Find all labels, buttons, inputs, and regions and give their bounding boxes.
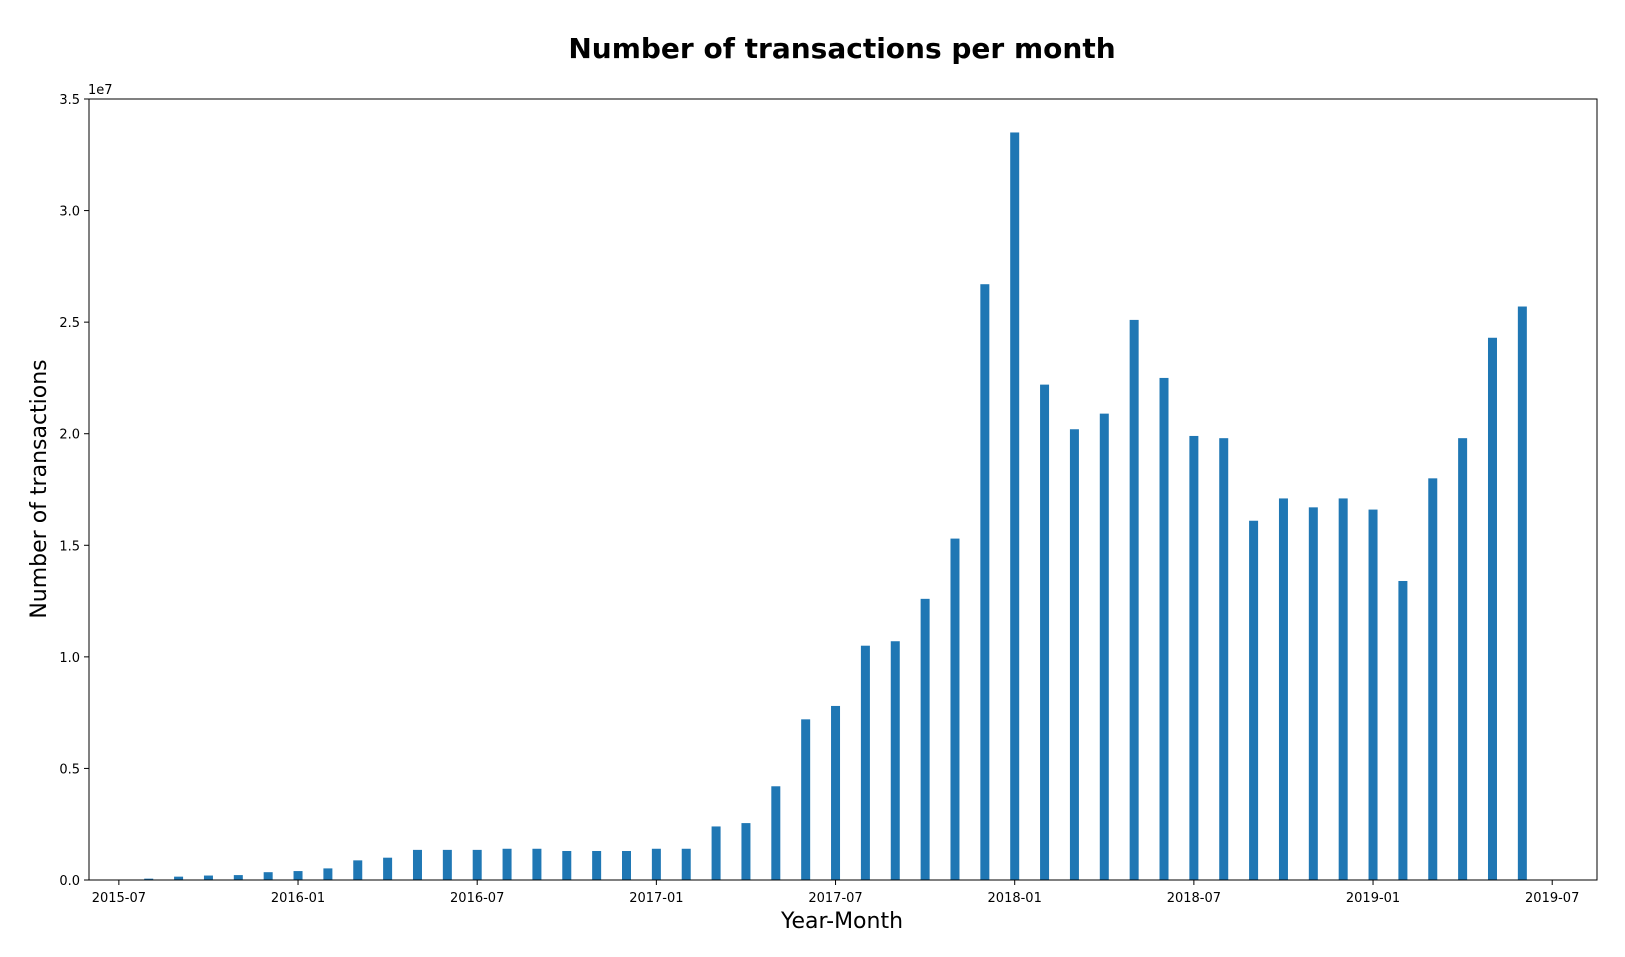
- bar-2016-01: [293, 871, 303, 880]
- x-tick-label: 2019-01: [1346, 891, 1400, 906]
- bar-2018-10: [1278, 498, 1288, 880]
- bar-2017-10: [920, 598, 930, 880]
- y-tick-label: 2.5: [59, 316, 80, 331]
- x-tick-label: 2015-07: [92, 891, 146, 906]
- bar-2015-12: [263, 872, 273, 880]
- x-axis-label: Year-Month: [780, 909, 903, 934]
- bar-2016-12: [622, 850, 631, 880]
- y-tick-label: 0.0: [59, 874, 80, 889]
- y-tick-label: 1.0: [59, 651, 80, 666]
- plot-frame: [88, 98, 1598, 881]
- bar-2018-02: [1040, 384, 1050, 880]
- bar-2018-11: [1308, 507, 1318, 880]
- bar-2017-07: [831, 705, 841, 880]
- bar-2017-05: [771, 786, 781, 880]
- bar-2016-09: [532, 848, 542, 880]
- plot-area: 0.0 0.5 1.0 1.5 2.0 2.5 3.0 3.5 2015-07 2016-01 20…: [59, 93, 1598, 906]
- bar-2015-10: [203, 875, 213, 880]
- bar-2019-06: [1517, 306, 1527, 880]
- bar-2016-11: [592, 850, 602, 880]
- bar-2018-01: [1010, 132, 1020, 881]
- bar-2017-01: [651, 848, 661, 880]
- bar-2017-06: [801, 719, 811, 880]
- bar-2018-05: [1129, 319, 1139, 880]
- bar-2018-08: [1219, 438, 1229, 880]
- x-tick-label: 2017-07: [808, 891, 862, 906]
- chart-title: Number of transactions per month: [568, 32, 1115, 65]
- bar-2017-02: [681, 848, 691, 880]
- y-tick-label: 3.5: [59, 93, 80, 108]
- bar-2018-07: [1189, 435, 1199, 880]
- bar-2016-04: [383, 857, 393, 880]
- bar-2019-03: [1428, 478, 1438, 880]
- x-tick-label: 2019-07: [1525, 891, 1579, 906]
- bar-2018-06: [1159, 377, 1169, 880]
- bar-2018-09: [1249, 520, 1259, 880]
- bar-2016-03: [353, 860, 363, 880]
- bar-2016-10: [562, 850, 572, 880]
- bar-2019-02: [1398, 580, 1408, 880]
- bar-2017-03: [711, 826, 721, 880]
- bar-2018-12: [1338, 498, 1348, 880]
- bar-2016-08: [502, 848, 512, 880]
- bar-2017-12: [980, 284, 990, 881]
- bar-2016-06: [442, 849, 452, 880]
- bar-2017-11: [950, 538, 960, 880]
- x-tick-label: 2018-01: [988, 891, 1042, 906]
- bar-2016-05: [412, 849, 422, 880]
- y-axis-label: Number of transactions: [27, 359, 52, 618]
- bar-2019-04: [1458, 438, 1468, 880]
- y-tick-label: 0.5: [59, 762, 80, 777]
- y-tick-label: 2.0: [59, 428, 80, 443]
- bar-2017-08: [860, 645, 870, 880]
- x-tick-label: 2017-01: [629, 891, 683, 906]
- x-tick-label: 2016-07: [450, 891, 504, 906]
- bar-2017-04: [741, 823, 751, 880]
- bar-2019-01: [1368, 509, 1378, 880]
- y-tick-label: 3.0: [59, 205, 80, 220]
- bar-2015-11: [233, 875, 243, 880]
- bar-2016-02: [323, 868, 333, 880]
- bar-2015-09: [174, 876, 184, 880]
- bar-2018-04: [1099, 413, 1109, 880]
- bar-2019-05: [1487, 337, 1497, 880]
- x-tick-label: 2016-01: [271, 891, 325, 906]
- bar-2016-07: [472, 849, 482, 880]
- bar-2018-03: [1069, 429, 1079, 880]
- y-axis-offset-label: 1e7: [88, 83, 113, 98]
- y-tick-label: 1.5: [59, 539, 80, 554]
- x-tick-label: 2018-07: [1167, 891, 1221, 906]
- bar-2015-08: [144, 878, 154, 880]
- bar-2017-09: [890, 641, 900, 880]
